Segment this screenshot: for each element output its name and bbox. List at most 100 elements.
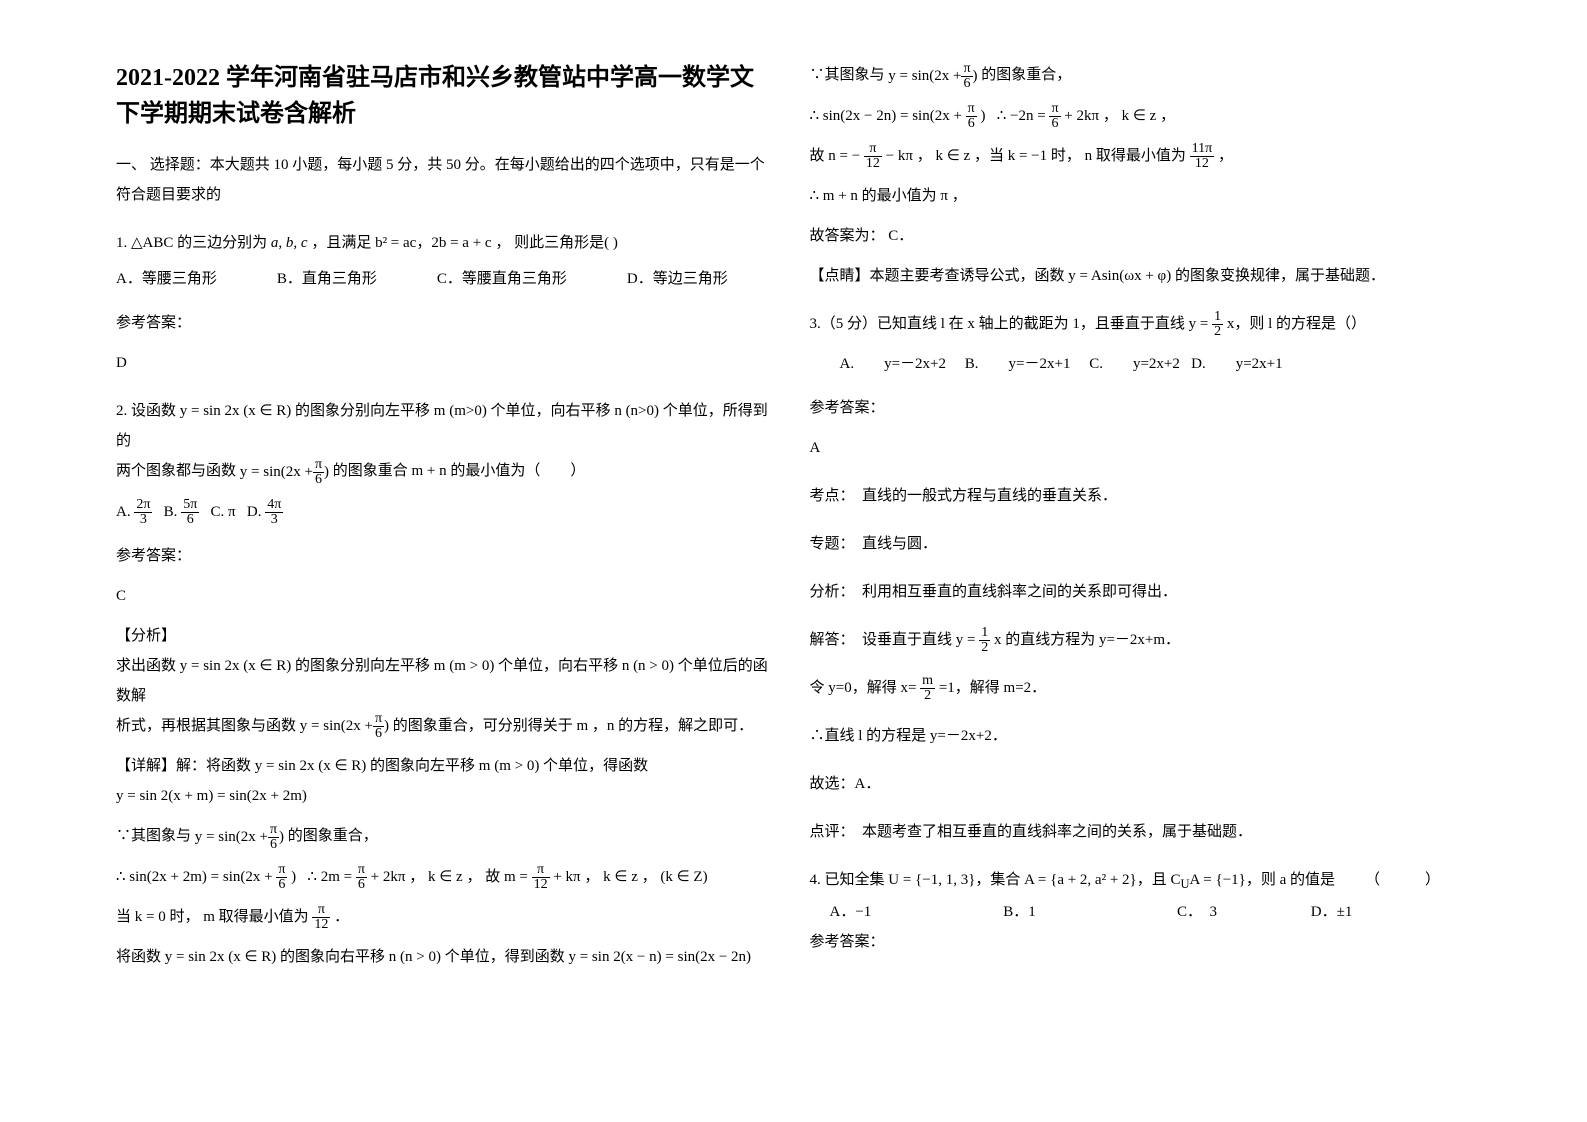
q3-kd: 考点： 直线的一般式方程与直线的垂直关系． <box>810 481 1472 511</box>
q2-detail-label: 【详解】解：将函数 y = sin 2x (x ∈ R) 的图象向左平移 m (… <box>116 751 778 781</box>
q2-analysis-label: 【分析】 <box>116 621 778 651</box>
q2-opt-c-val: π <box>228 504 236 520</box>
t: 的图象重合， <box>981 67 1071 83</box>
frac: π6 <box>966 102 977 131</box>
t: 当 k = 0 时， m 取得最小值为 <box>116 909 309 925</box>
q3-opt-b: B. y=－2x+1 <box>965 356 1071 372</box>
q1-stem-c: ，且满足 b² = ac，2b = a + c ， 则此三角形是( ) <box>311 235 618 251</box>
t: =1，解得 m=2． <box>939 680 1046 696</box>
q2-opt-d-frac: 4π3 <box>265 498 283 527</box>
r-det-2: ∴ sin(2x − 2n) = sin(2x + π6 ) ∴ −2n = π… <box>810 101 1472 131</box>
t: ， k ∈ z ，当 k = −1 时， n 取得最小值为 <box>917 148 1186 164</box>
q2-func-close: ) <box>324 464 329 480</box>
frac: π6 <box>961 62 972 91</box>
t: − kπ <box>886 148 913 164</box>
q4-opt-b: B．1 <box>1003 897 1173 927</box>
q2-det-3: ∴ sin(2x + 2m) = sin(2x + π6 ) ∴ 2m = π6… <box>116 862 778 892</box>
t: + 2kπ <box>371 869 406 885</box>
q3-opt-a: A. y=－2x+2 <box>840 356 947 372</box>
q1-opt-c: C．等腰直角三角形 <box>437 264 567 294</box>
t: 令 y=0，解得 x= <box>810 680 917 696</box>
frac: π12 <box>532 863 550 892</box>
t: ∴ −2n = <box>997 108 1046 124</box>
q2-ana-2a: 析式，再根据其图象与函数 <box>116 718 296 734</box>
close: ) <box>279 829 284 845</box>
q3-options: A. y=－2x+2 B. y=－2x+1 C. y=2x+2 D. y=2x+… <box>810 349 1472 379</box>
q4-answer-label: 参考答案： <box>810 927 1472 957</box>
t: ， k ∈ z ， (k ∈ Z) <box>584 869 707 885</box>
frac-1-2-b: 12 <box>979 626 990 655</box>
q2-answer: C <box>116 581 778 611</box>
q3-jd3: ∴直线 l 的方程是 y=－2x+2． <box>810 721 1472 751</box>
r-det-4: ∴ m + n 的最小值为 π ， <box>810 181 1472 211</box>
r-det-1: ∵其图象与 y = sin(2x +π6) 的图象重合， <box>810 60 1472 91</box>
right-column: ∵其图象与 y = sin(2x +π6) 的图象重合， ∴ sin(2x − … <box>794 60 1488 972</box>
frac: π6 <box>268 823 279 852</box>
frac: π6 <box>1049 102 1060 131</box>
t: ， k ∈ z ， <box>1103 108 1175 124</box>
q1-stem-a: 1. △ABC 的三边分别为 <box>116 235 267 251</box>
q3-stem: 3.（5 分）已知直线 l 在 x 轴上的截距为 1，且垂直于直线 y = 12… <box>810 309 1472 339</box>
q2-stem-line1: 2. 设函数 y = sin 2x (x ∈ R) 的图象分别向左平移 m (m… <box>116 396 778 456</box>
t: 4. 已知全集 U = {−1, 1, 3}，集合 A = {a + 2, a²… <box>810 872 1181 888</box>
q1-options: A．等腰三角形 B．直角三角形 C．等腰直角三角形 D．等边三角形 <box>116 264 778 294</box>
q1-opt-a: A．等腰三角形 <box>116 264 217 294</box>
q3-opt-d: D. y=2x+1 <box>1191 356 1283 372</box>
q1-opt-b: B．直角三角形 <box>277 264 377 294</box>
q2-stem-c: 的图象重合 m + n 的最小值为（ ） <box>333 463 586 479</box>
left-column: 2021-2022 学年河南省驻马店市和兴乡教管站中学高一数学文下学期期末试卷含… <box>100 60 794 972</box>
q2-stem-b: 两个图象都与函数 <box>116 463 236 479</box>
q2-det-5: 将函数 y = sin 2x (x ∈ R) 的图象向右平移 n (n > 0)… <box>116 942 778 972</box>
t: x，则 l 的方程是（） <box>1227 316 1366 332</box>
func: y = sin(2x +π6) <box>888 68 981 84</box>
frac: 11π12 <box>1190 142 1215 171</box>
t: 故 n = − <box>810 148 861 164</box>
q2-det2-func: y = sin(2x +π6) <box>195 829 288 845</box>
q3-answer: A <box>810 433 1472 463</box>
t: 故 m = <box>485 869 528 885</box>
q4-opt-a: A．−1 <box>830 897 1000 927</box>
frac-1-2: 12 <box>1212 310 1223 339</box>
q2-stem-line2: 两个图象都与函数 y = sin(2x +π6) 的图象重合 m + n 的最小… <box>116 456 778 487</box>
t: ∴ sin(2x + 2m) = sin(2x + <box>116 869 273 885</box>
t: ) <box>981 108 986 124</box>
q2-options: A. 2π3 B. 5π6 C. π D. 4π3 <box>116 497 778 527</box>
q3-jd2: 令 y=0，解得 x= m2 =1，解得 m=2． <box>810 673 1472 703</box>
t: ) <box>291 869 296 885</box>
q4-blank: （ ） <box>1365 872 1440 888</box>
q2-opt-a-pre: A. <box>116 504 131 520</box>
text: y = sin(2x + <box>195 829 268 845</box>
close: ) <box>384 718 389 734</box>
t: 3.（5 分）已知直线 l 在 x 轴上的截距为 1，且垂直于直线 y = <box>810 316 1209 332</box>
q2-answer-label: 参考答案： <box>116 541 778 571</box>
q4-stem: 4. 已知全集 U = {−1, 1, 3}，集合 A = {a + 2, a²… <box>810 865 1472 897</box>
sub: U <box>1181 877 1190 891</box>
q1-answer: D <box>116 348 778 378</box>
r-det-3: 故 n = − π12 − kπ ， k ∈ z ，当 k = −1 时， n … <box>810 141 1472 171</box>
q3-jd: 解答： 设垂直于直线 y = 12 x 的直线方程为 y=－2x+m． <box>810 625 1472 655</box>
t: + 2kπ <box>1064 108 1099 124</box>
frac: π6 <box>356 863 367 892</box>
q2-det-1: y = sin 2(x + m) = sin(2x + 2m) <box>116 781 778 811</box>
frac-pi-6-b: π6 <box>373 712 384 741</box>
frac: π6 <box>276 863 287 892</box>
exam-title: 2021-2022 学年河南省驻马店市和兴乡教管站中学高一数学文下学期期末试卷含… <box>116 60 778 132</box>
q1-answer-label: 参考答案： <box>116 308 778 338</box>
r-det-5: 故答案为： C． <box>810 221 1472 251</box>
q3-answer-label: 参考答案： <box>810 393 1472 423</box>
q3-dp: 点评： 本题考查了相互垂直的直线斜率之间的关系，属于基础题． <box>810 817 1472 847</box>
t: ∴ sin(2x − 2n) = sin(2x + <box>810 108 962 124</box>
q2-det-2b: 的图象重合， <box>288 828 378 844</box>
exam-page: 2021-2022 学年河南省驻马店市和兴乡教管站中学高一数学文下学期期末试卷含… <box>0 0 1587 1012</box>
q2-opt-b-pre: B. <box>164 504 178 520</box>
close: ) <box>973 68 978 84</box>
t: ∴ 2m = <box>307 869 352 885</box>
q2-det-2: ∵其图象与 y = sin(2x +π6) 的图象重合， <box>116 821 778 852</box>
frac: π12 <box>864 142 882 171</box>
q2-ana-1: 求出函数 y = sin 2x (x ∈ R) 的图象分别向左平移 m (m >… <box>116 651 778 711</box>
q4-options: A．−1 B．1 C． 3 D．±1 <box>810 897 1472 927</box>
text: y = sin(2x + <box>300 718 373 734</box>
frac-pi-6: π6 <box>313 458 324 487</box>
q1-stem-b: a, b, c <box>271 235 308 251</box>
t: + kπ <box>553 869 580 885</box>
